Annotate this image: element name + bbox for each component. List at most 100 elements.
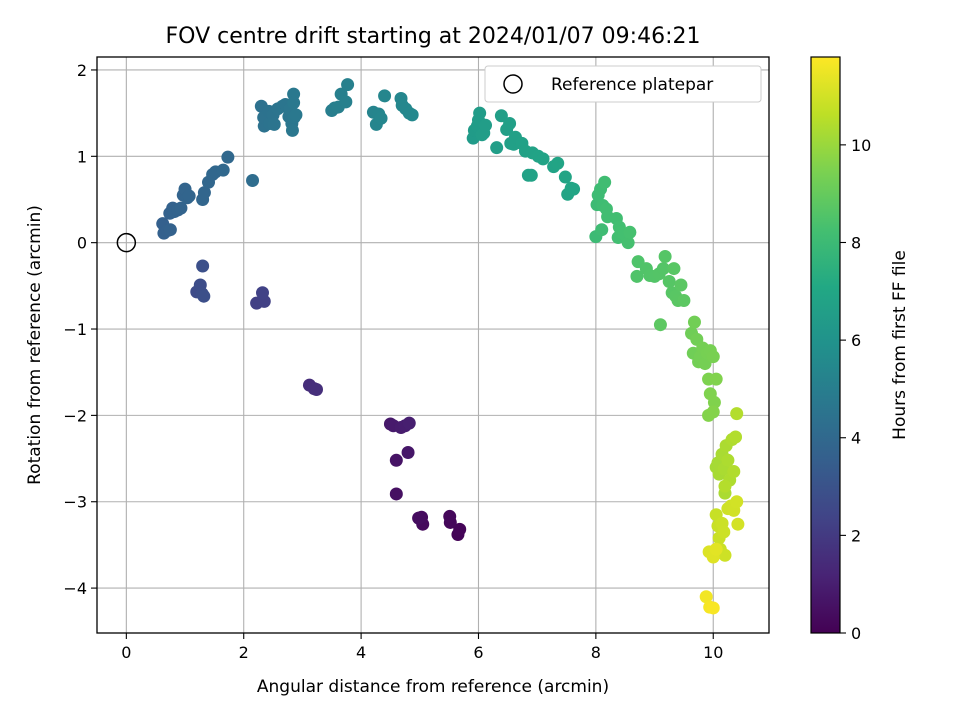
data-point (287, 96, 301, 110)
y-tick-label: −2 (63, 406, 87, 425)
data-point (402, 416, 416, 430)
colorbar-tick-label: 4 (851, 429, 861, 448)
data-point (494, 109, 508, 123)
data-point (182, 189, 196, 203)
y-axis-label: Rotation from reference (arcmin) (25, 205, 45, 485)
y-tick-label: −4 (63, 579, 87, 598)
legend: Reference platepar (484, 65, 762, 103)
data-point (658, 249, 672, 263)
data-point (721, 453, 735, 467)
data-point (706, 405, 720, 419)
x-tick-label: 10 (703, 643, 723, 662)
data-point (662, 275, 676, 289)
colorbar-gradient (811, 57, 840, 633)
data-point (479, 118, 493, 132)
data-point (630, 269, 644, 283)
data-point (473, 106, 487, 120)
data-point (709, 372, 723, 386)
colorbar-tick-label: 0 (851, 624, 861, 643)
data-point (731, 517, 745, 531)
data-point (389, 487, 403, 501)
data-point (567, 182, 581, 196)
data-point (405, 108, 419, 122)
data-point (412, 511, 426, 525)
chart-title: FOV centre drift starting at 2024/01/07 … (166, 24, 701, 49)
data-point (246, 173, 260, 187)
data-point (595, 223, 609, 237)
x-tick-label: 6 (473, 643, 483, 662)
y-tick-label: −1 (63, 320, 87, 339)
colorbar-tick-label: 2 (851, 526, 861, 545)
x-tick-label: 2 (239, 643, 249, 662)
x-tick-label: 0 (121, 643, 131, 662)
data-point (598, 175, 612, 189)
colorbar-frame (810, 56, 841, 634)
data-point (197, 186, 211, 200)
data-point (216, 163, 230, 177)
colorbar-tick-label: 8 (851, 233, 861, 252)
colorbar: 0 2 4 6 8 10 Hours from first FF file (810, 56, 910, 643)
data-point (621, 236, 635, 250)
y-axis-ticks: −4 −3 −2 −1 0 1 2 (63, 61, 97, 598)
data-point (536, 152, 550, 166)
data-point (453, 522, 467, 536)
x-tick-label: 8 (591, 643, 601, 662)
colorbar-ticks: 0 2 4 6 8 10 (840, 136, 871, 643)
data-point (163, 223, 177, 237)
data-point (677, 294, 691, 308)
data-point (443, 509, 457, 523)
data-point (378, 89, 392, 103)
y-tick-label: 0 (77, 234, 87, 253)
data-point (401, 446, 415, 460)
data-point (730, 407, 744, 421)
data-point (490, 141, 504, 155)
colorbar-tick-label: 10 (851, 136, 871, 155)
data-point (667, 262, 681, 276)
data-point (653, 318, 667, 332)
legend-label: Reference platepar (551, 75, 713, 95)
grid-lines (97, 57, 769, 633)
data-point (389, 453, 403, 467)
data-point (707, 395, 721, 409)
data-point (623, 225, 637, 239)
data-point (341, 78, 355, 92)
y-tick-label: 2 (77, 61, 87, 80)
colorbar-tick-label: 6 (851, 331, 861, 350)
data-point (524, 168, 538, 182)
data-point (730, 495, 744, 509)
data-point (727, 465, 741, 479)
data-point (706, 350, 720, 364)
x-axis-ticks: 0 2 4 6 8 10 (121, 633, 723, 662)
data-point (706, 601, 720, 615)
data-point (699, 590, 713, 604)
data-point (687, 315, 701, 329)
legend-box (484, 65, 762, 103)
colorbar-label: Hours from first FF file (890, 250, 910, 440)
y-tick-label: −3 (63, 493, 87, 512)
data-point (285, 123, 299, 137)
data-point (718, 479, 732, 493)
data-point (558, 170, 572, 184)
data-point (551, 156, 565, 170)
legend-marker-icon (503, 74, 523, 94)
y-tick-label: 1 (77, 147, 87, 166)
plot-frame (96, 56, 770, 634)
data-point (374, 111, 388, 125)
data-point (674, 278, 688, 292)
reference-platepar-marker (116, 232, 137, 253)
x-axis-label: Angular distance from reference (arcmin) (257, 677, 609, 697)
data-point (256, 286, 270, 300)
data-point (267, 117, 281, 131)
data-point (196, 259, 210, 273)
data-point (503, 116, 517, 130)
scatter-points (156, 78, 745, 615)
data-point (656, 262, 670, 276)
data-point (339, 95, 353, 109)
data-point (289, 108, 303, 122)
data-point (709, 542, 723, 556)
data-point (310, 382, 324, 396)
x-tick-label: 4 (356, 643, 366, 662)
data-point (717, 525, 731, 539)
data-point (729, 430, 743, 444)
